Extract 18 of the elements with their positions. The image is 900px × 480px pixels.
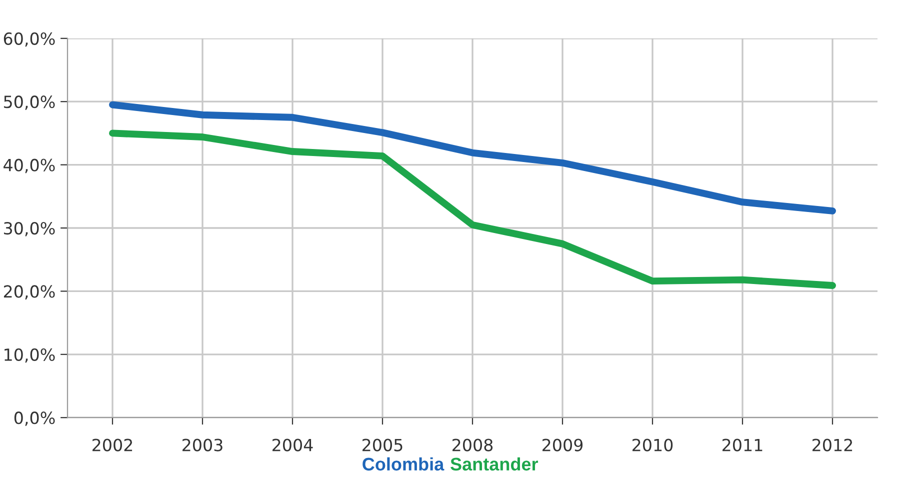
x-tick-label: 2002 bbox=[92, 438, 132, 452]
y-tick-label: 60,0% bbox=[4, 32, 55, 47]
x-tick-label: 2005 bbox=[362, 438, 402, 452]
y-tick-label: 50,0% bbox=[4, 96, 55, 110]
y-tick-label: 10,0% bbox=[4, 348, 55, 363]
x-tick-label: 2012 bbox=[812, 438, 852, 452]
y-tick-label: 20,0% bbox=[4, 285, 55, 300]
x-tick-label: 2009 bbox=[542, 438, 583, 452]
text: Colombia bbox=[362, 457, 444, 471]
x-tick-label: 2010 bbox=[632, 438, 673, 452]
x-tick-label: 2011 bbox=[722, 438, 762, 452]
text: Santander bbox=[450, 457, 538, 471]
x-tick-label: 2008 bbox=[452, 438, 493, 452]
y-tick-label: 40,0% bbox=[4, 158, 55, 174]
y-tick-label: 0,0% bbox=[14, 412, 55, 426]
x-tick-label: 2004 bbox=[272, 438, 313, 452]
y-tick-label: 30,0% bbox=[4, 222, 55, 236]
x-tick-label: 2003 bbox=[182, 438, 222, 452]
